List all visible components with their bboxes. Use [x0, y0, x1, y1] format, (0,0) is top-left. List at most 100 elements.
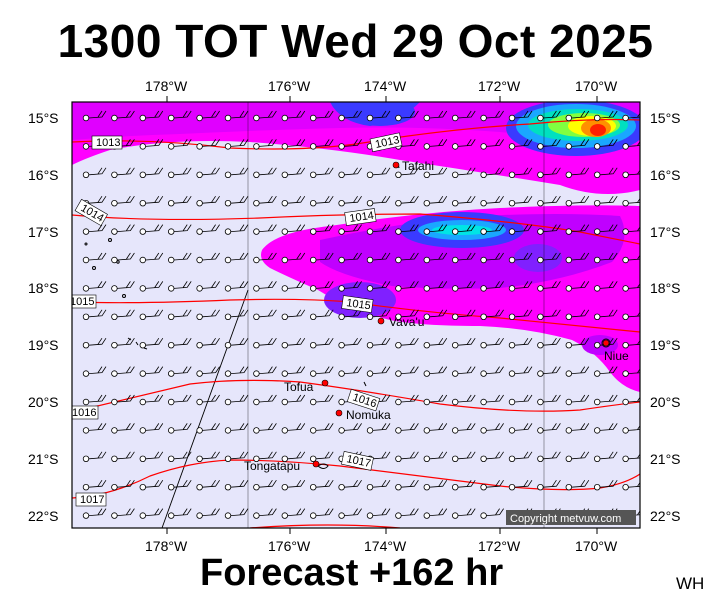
wind-barb	[281, 139, 306, 150]
wind-barb	[395, 394, 419, 406]
wind-barb	[395, 167, 419, 178]
wind-barb	[224, 139, 249, 150]
wind-barb	[565, 479, 590, 491]
wind-barb	[594, 309, 618, 320]
wind-barb	[537, 139, 561, 150]
tafahi-marker	[392, 161, 400, 169]
wind-barb	[338, 110, 362, 122]
wind-barb	[167, 167, 192, 178]
niue-label: Niue	[604, 349, 629, 363]
lat-label-right-22s: 22°S	[650, 508, 681, 524]
wind-barb	[111, 337, 135, 349]
wind-barb	[537, 337, 561, 349]
wind-barb	[338, 195, 362, 207]
wind-barb	[452, 309, 476, 320]
wind-barb	[452, 110, 476, 122]
wind-barb	[281, 508, 306, 519]
wind-barb	[565, 394, 590, 406]
wind-barb	[167, 451, 192, 462]
wind-barb	[508, 252, 533, 264]
wind-barb	[224, 281, 249, 292]
wind-barb	[196, 195, 220, 207]
wind-barb	[423, 508, 448, 519]
wind-barb	[480, 167, 504, 178]
wind-barb	[508, 366, 533, 377]
wind-barb	[139, 366, 164, 377]
wind-barb	[196, 224, 220, 235]
wind-barb	[310, 366, 334, 377]
vavau-label: Vava'u	[389, 315, 424, 329]
wind-barb	[253, 167, 277, 178]
wind-barb	[224, 252, 249, 264]
wind-barb	[508, 479, 533, 491]
wind-barb	[253, 366, 277, 377]
wind-barb	[395, 195, 419, 207]
wind-barb	[310, 195, 334, 207]
wind-barb	[537, 394, 561, 406]
wind-barb	[82, 366, 107, 377]
wind-barb	[139, 337, 164, 349]
wind-barb	[196, 394, 220, 406]
wind-barb	[395, 110, 419, 122]
wind-barb	[395, 224, 419, 235]
wind-barb	[480, 508, 504, 519]
lon-label-top-170w: 170°W	[575, 78, 618, 94]
lat-label-left-19s: 19°S	[28, 337, 59, 353]
wind-barb	[395, 508, 419, 519]
wind-barb	[423, 309, 448, 320]
wind-barb	[565, 451, 590, 462]
wind-barb	[537, 423, 561, 434]
wind-barb	[508, 309, 533, 320]
tofua-label: Tofua	[284, 380, 314, 394]
wind-barb	[281, 451, 306, 462]
wind-barb	[565, 139, 590, 150]
wind-barb	[139, 224, 164, 235]
wind-barb	[508, 423, 533, 434]
wind-barb	[167, 366, 192, 377]
wind-barb	[253, 252, 277, 264]
wind-barb	[594, 110, 618, 122]
wind-barb	[111, 110, 135, 122]
wind-barb	[139, 281, 164, 292]
wind-barb	[508, 394, 533, 406]
wind-barb	[594, 224, 618, 235]
lat-label-right-17s: 17°S	[650, 224, 681, 240]
wind-barb	[82, 508, 107, 519]
isobar-label-1014-east: 1014	[349, 210, 375, 225]
vavau-marker	[377, 317, 385, 325]
lat-label-right-20s: 20°S	[650, 394, 681, 410]
lon-label-top-174w: 174°W	[364, 78, 407, 94]
wind-barb	[196, 281, 220, 292]
wind-barb	[310, 451, 334, 462]
wind-barb	[565, 167, 590, 178]
wind-barb	[395, 366, 419, 377]
wind-barb	[281, 195, 306, 207]
wind-barb	[167, 508, 192, 519]
wind-barb	[82, 451, 107, 462]
lon-label-bottom-172w: 172°W	[478, 538, 521, 554]
wind-barb	[281, 366, 306, 377]
wind-barb	[167, 224, 192, 235]
wind-barb	[366, 337, 391, 349]
wind-barb	[395, 281, 419, 292]
rain-area-north	[72, 102, 640, 194]
isobars	[72, 118, 640, 528]
wind-barb	[111, 309, 135, 320]
wind-barb	[423, 139, 448, 150]
wind-barb	[224, 224, 249, 235]
wind-barb	[167, 281, 192, 292]
wind-barb	[366, 281, 391, 292]
wind-barb	[139, 252, 164, 264]
wind-barb	[310, 423, 334, 434]
lat-label-right-21s: 21°S	[650, 451, 681, 467]
wind-barb	[253, 337, 277, 349]
wind-barb	[395, 479, 419, 491]
isobar-label-1016-west: 1016	[72, 407, 96, 419]
wind-barb	[565, 309, 590, 320]
wind-barb	[224, 337, 249, 349]
wind-barb	[366, 224, 391, 235]
wind-barb	[82, 394, 107, 406]
wind-barb	[594, 423, 618, 434]
wind-barb	[366, 309, 391, 320]
lat-label-left-17s: 17°S	[28, 224, 59, 240]
